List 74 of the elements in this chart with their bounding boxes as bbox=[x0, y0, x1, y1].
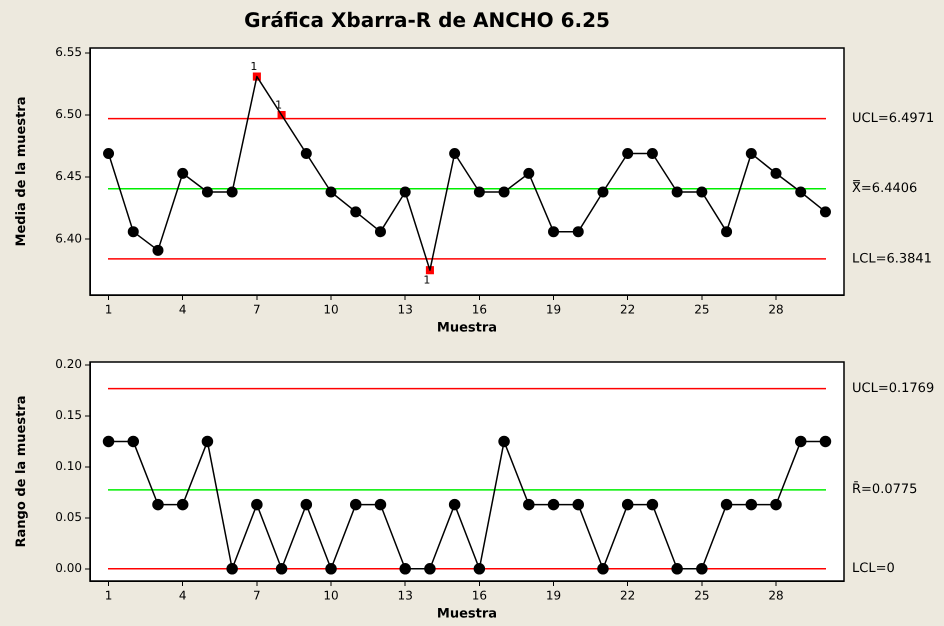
x-tick-label: 25 bbox=[694, 302, 710, 316]
point bbox=[399, 563, 411, 575]
point bbox=[276, 563, 288, 575]
x-tick-label: 13 bbox=[398, 588, 413, 602]
annotation: 1 bbox=[250, 60, 258, 73]
point bbox=[300, 498, 312, 510]
point bbox=[128, 436, 140, 448]
x-tick-label: 7 bbox=[253, 588, 261, 602]
point bbox=[474, 563, 486, 575]
x-tick-label: 10 bbox=[323, 588, 339, 602]
point bbox=[770, 498, 782, 510]
point bbox=[794, 436, 806, 448]
point bbox=[103, 148, 114, 160]
point bbox=[523, 498, 535, 510]
y-tick-label: 6.45 bbox=[55, 169, 82, 184]
point bbox=[597, 563, 609, 575]
point bbox=[820, 436, 832, 448]
point bbox=[424, 563, 436, 575]
point bbox=[102, 436, 114, 448]
point bbox=[572, 498, 584, 510]
ref-line-label: R̄=0.0775 bbox=[852, 480, 918, 498]
y-tick-label: 6.55 bbox=[55, 45, 82, 60]
y-tick-label: 0.00 bbox=[55, 560, 82, 575]
point bbox=[448, 498, 460, 510]
point bbox=[374, 498, 386, 510]
x-tick-label: 7 bbox=[253, 302, 261, 316]
y-axis-title: Media de la muestra bbox=[14, 96, 30, 246]
ref-line-label: UCL=6.4971 bbox=[852, 111, 934, 126]
y-tick-label: 0.10 bbox=[55, 459, 82, 474]
x-tick-label: 16 bbox=[472, 302, 487, 316]
y-tick-label: 6.40 bbox=[55, 231, 82, 246]
point bbox=[498, 436, 510, 448]
ref-line-label: X̿=6.4406 bbox=[852, 180, 918, 196]
y-tick-label: 0.15 bbox=[55, 408, 82, 422]
point bbox=[746, 498, 758, 510]
x-tick-label: 4 bbox=[178, 302, 187, 316]
ref-line-label: LCL=0 bbox=[852, 561, 895, 576]
ref-line-label: UCL=0.1769 bbox=[852, 380, 934, 396]
x-tick-label: 13 bbox=[398, 302, 413, 316]
point bbox=[671, 563, 683, 575]
x-axis-title: Muestra bbox=[436, 606, 498, 622]
x-tick-label: 19 bbox=[546, 588, 562, 602]
point bbox=[820, 206, 831, 218]
x-tick-label: 16 bbox=[472, 588, 487, 602]
y-tick-label: 6.50 bbox=[55, 107, 82, 122]
point bbox=[622, 498, 634, 510]
x-axis-title: Muestra bbox=[436, 320, 498, 336]
x-tick-label: 1 bbox=[104, 302, 112, 316]
point bbox=[720, 498, 732, 510]
y-tick-label: 0.20 bbox=[55, 357, 82, 372]
point bbox=[646, 498, 658, 510]
point bbox=[548, 498, 560, 510]
x-tick-label: 22 bbox=[620, 302, 636, 316]
point bbox=[350, 498, 362, 510]
x-tick-label: 4 bbox=[178, 588, 187, 602]
y-axis-title: Rango de la muestra bbox=[14, 396, 30, 548]
x-tick-label: 19 bbox=[546, 302, 562, 316]
annotation: 1 bbox=[423, 274, 430, 287]
point bbox=[696, 563, 708, 575]
point bbox=[226, 563, 238, 575]
x-tick-label: 28 bbox=[768, 302, 784, 316]
ref-line-label: LCL=6.3841 bbox=[852, 251, 932, 266]
point bbox=[152, 498, 164, 510]
x-tick-label: 25 bbox=[694, 588, 710, 602]
point bbox=[202, 436, 214, 448]
point bbox=[325, 563, 337, 575]
point bbox=[176, 498, 188, 510]
y-tick-label: 0.05 bbox=[55, 510, 82, 524]
point bbox=[251, 498, 263, 510]
x-tick-label: 10 bbox=[323, 302, 339, 316]
x-tick-label: 22 bbox=[620, 588, 636, 602]
x-tick-label: 28 bbox=[768, 588, 784, 602]
chart-title: Gráfica Xbarra-R de ANCHO 6.25 bbox=[244, 8, 610, 32]
x-tick-label: 1 bbox=[104, 588, 112, 602]
